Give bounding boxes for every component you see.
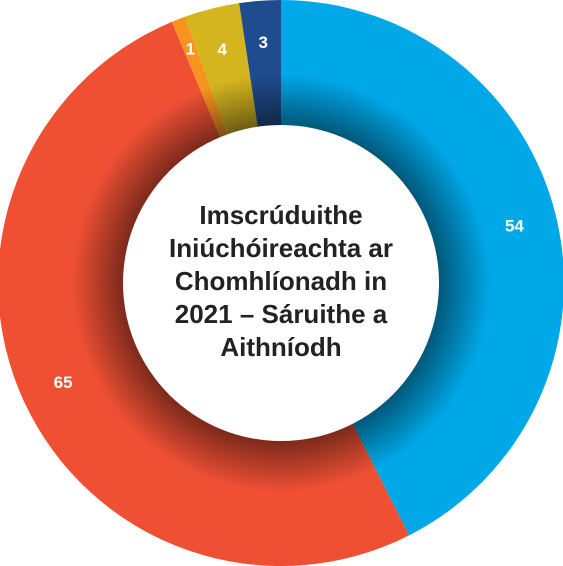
data-label: 4 [218,40,228,59]
chart-title: Imscrúduithe [199,200,362,230]
data-label: 54 [505,217,524,236]
chart-title: Aithníodh [220,332,341,362]
chart-title: Iniúchóireachta ar [169,233,393,263]
data-label: 3 [258,33,267,52]
data-label: 1 [186,39,195,58]
chart-title: Chomhlíonadh in [175,266,387,296]
center-hole [123,125,439,441]
data-label: 65 [54,373,73,392]
chart-title: 2021 – Sáruithe a [175,299,388,329]
